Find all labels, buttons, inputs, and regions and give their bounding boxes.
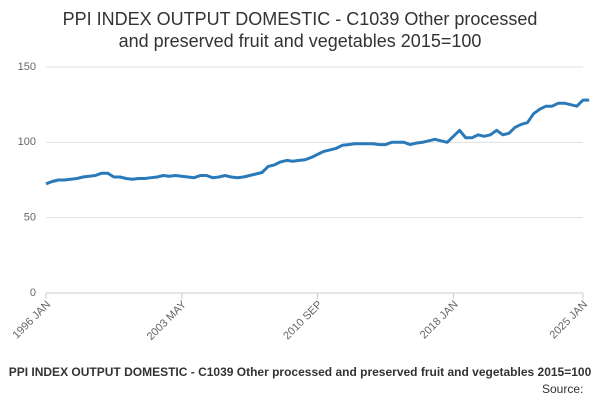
caption: PPI INDEX OUTPUT DOMESTIC - C1039 Other … [9, 365, 592, 379]
y-tick-label: 150 [18, 61, 36, 73]
chart-title: and preserved fruit and vegetables 2015=… [119, 31, 482, 51]
x-tick-label: 2025 JAN [548, 299, 591, 342]
y-tick-label: 0 [30, 287, 36, 299]
source: Source: [542, 382, 583, 396]
y-tick-label: 100 [18, 136, 36, 148]
x-tick-label: 1996 JAN [11, 299, 54, 342]
data-line [45, 98, 590, 186]
x-tick-label: 2003 MAY [145, 298, 190, 343]
x-tick-label: 2010 SEP [281, 299, 325, 343]
y-tick-label: 50 [24, 212, 36, 224]
x-tick-label: 2018 JAN [418, 299, 461, 342]
chart-title: PPI INDEX OUTPUT DOMESTIC - C1039 Other … [63, 9, 538, 29]
